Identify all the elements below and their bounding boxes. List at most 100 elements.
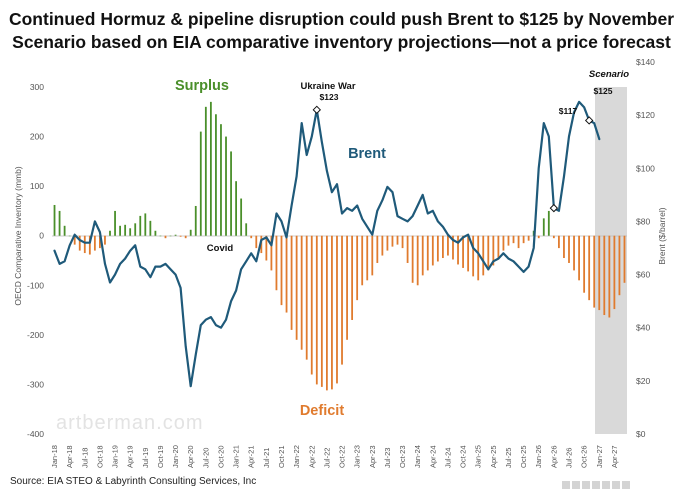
- inventory-bar: [598, 235, 601, 311]
- inventory-bar: [361, 235, 364, 286]
- peak-markers: [312, 105, 594, 213]
- inventory-bar: [406, 235, 409, 263]
- inventory-bar: [149, 220, 152, 236]
- x-tick-label: Oct-18: [95, 445, 104, 468]
- peak-117-marker: [549, 203, 559, 213]
- inventory-bar: [310, 235, 313, 375]
- x-tick-label: Apr-27: [610, 445, 619, 468]
- inventory-bar: [341, 235, 343, 365]
- inventory-bar: [411, 235, 414, 283]
- inventory-bar: [522, 235, 525, 244]
- x-tick-label: Jan-18: [50, 445, 59, 468]
- inventory-bar: [336, 235, 338, 384]
- inventory-bar: [275, 235, 278, 291]
- right-tick-label: $140: [636, 57, 655, 67]
- inventory-bar: [502, 235, 505, 251]
- left-tick-label: -400: [27, 429, 44, 439]
- x-tick-label: Jul-19: [141, 448, 150, 468]
- inventory-bar: [295, 235, 298, 340]
- inventory-bar: [578, 235, 580, 281]
- x-tick-label: Oct-25: [519, 445, 528, 468]
- inventory-bar: [58, 210, 61, 236]
- inventory-bar: [270, 235, 273, 271]
- inventory-bar: [189, 229, 192, 236]
- source-note: Source: EIA STEO & Labyrinth Consulting …: [10, 476, 257, 487]
- inventory-bar: [280, 235, 283, 306]
- right-tick-label: $100: [636, 163, 655, 173]
- x-tick-label: Jul-22: [322, 448, 331, 468]
- x-tick-label: Jul-25: [504, 448, 513, 468]
- peak-117-label: $117: [559, 106, 578, 116]
- x-tick-label: Oct-19: [156, 445, 165, 468]
- left-tick-label: 300: [30, 82, 44, 92]
- inventory-bar: [305, 235, 308, 360]
- inventory-bar: [436, 235, 439, 262]
- inventory-bar: [426, 235, 429, 271]
- left-tick-label: -200: [27, 330, 44, 340]
- inventory-bar: [552, 235, 555, 239]
- inventory-bar: [558, 235, 560, 249]
- brent-label: Brent: [348, 146, 386, 162]
- inventory-bar: [346, 235, 348, 340]
- inventory-bar: [542, 218, 545, 236]
- inventory-bar: [386, 235, 389, 251]
- x-tick-label: Jan-19: [111, 445, 120, 468]
- inventory-bar: [255, 235, 258, 249]
- inventory-bar: [93, 235, 96, 251]
- x-tick-label: Jan-25: [474, 445, 483, 468]
- inventory-bar: [265, 235, 268, 261]
- x-tick-label: Oct-21: [277, 445, 286, 468]
- inventory-bar: [371, 235, 374, 276]
- right-axis-label: Brent ($/barrel): [657, 207, 667, 264]
- x-tick-label: Apr-20: [186, 445, 195, 468]
- inventory-bar: [583, 235, 586, 293]
- inventory-bar: [88, 235, 91, 255]
- inventory-bar: [472, 235, 475, 277]
- inventory-bar: [134, 223, 137, 236]
- left-axis-ticks: 300 200 100 0 -100 -200 -300 -400: [27, 82, 44, 439]
- inventory-bar: [457, 235, 459, 265]
- inventory-bar: [104, 235, 106, 245]
- scenario-shade: [595, 87, 627, 434]
- inventory-bar: [220, 124, 222, 236]
- peak-125-label: $125: [594, 86, 613, 96]
- chart-subtitle: Scenario based on EIA comparative invent…: [12, 32, 671, 52]
- inventory-bar: [144, 213, 147, 236]
- inventory-bar: [83, 235, 86, 254]
- inventory-bars: [53, 101, 626, 391]
- right-axis-ticks: $140 $120 $100 $80 $60 $40 $20 $0: [636, 57, 655, 439]
- x-tick-label: Jul-23: [383, 448, 392, 468]
- left-tick-label: -100: [27, 280, 44, 290]
- inventory-bar: [573, 235, 575, 271]
- inventory-bar: [421, 235, 424, 276]
- inventory-bar: [401, 235, 404, 249]
- inventory-bar: [618, 235, 621, 296]
- inventory-bar: [487, 235, 490, 271]
- inventory-bar: [204, 106, 207, 236]
- x-tick-label: Jul-21: [262, 448, 271, 468]
- inventory-bar: [447, 235, 449, 256]
- inventory-bar: [613, 235, 616, 310]
- inventory-bar: [593, 235, 596, 308]
- x-tick-label: Apr-24: [428, 445, 437, 468]
- x-tick-label: Apr-19: [126, 445, 135, 468]
- x-tick-label: Jul-26: [565, 448, 574, 468]
- covid-label: Covid: [207, 243, 234, 254]
- watermark: artberman.com: [56, 412, 204, 434]
- x-tick-label: Jul-20: [201, 448, 210, 468]
- x-tick-label: Oct-26: [580, 445, 589, 468]
- inventory-bar: [225, 136, 227, 236]
- inventory-bar: [477, 235, 480, 281]
- x-tick-label: Oct-20: [217, 445, 226, 468]
- inventory-bar: [331, 235, 333, 390]
- x-tick-label: Jul-18: [80, 448, 89, 468]
- inventory-bar: [53, 204, 56, 236]
- ukraine-war-label: Ukraine War: [300, 81, 355, 92]
- inventory-bar: [356, 235, 359, 301]
- inventory-bar: [512, 235, 515, 244]
- inventory-bar: [376, 235, 379, 263]
- inventory-bar: [381, 235, 384, 256]
- inventory-bar: [492, 235, 495, 266]
- right-tick-label: $20: [636, 376, 650, 386]
- x-tick-label: Apr-22: [307, 445, 316, 468]
